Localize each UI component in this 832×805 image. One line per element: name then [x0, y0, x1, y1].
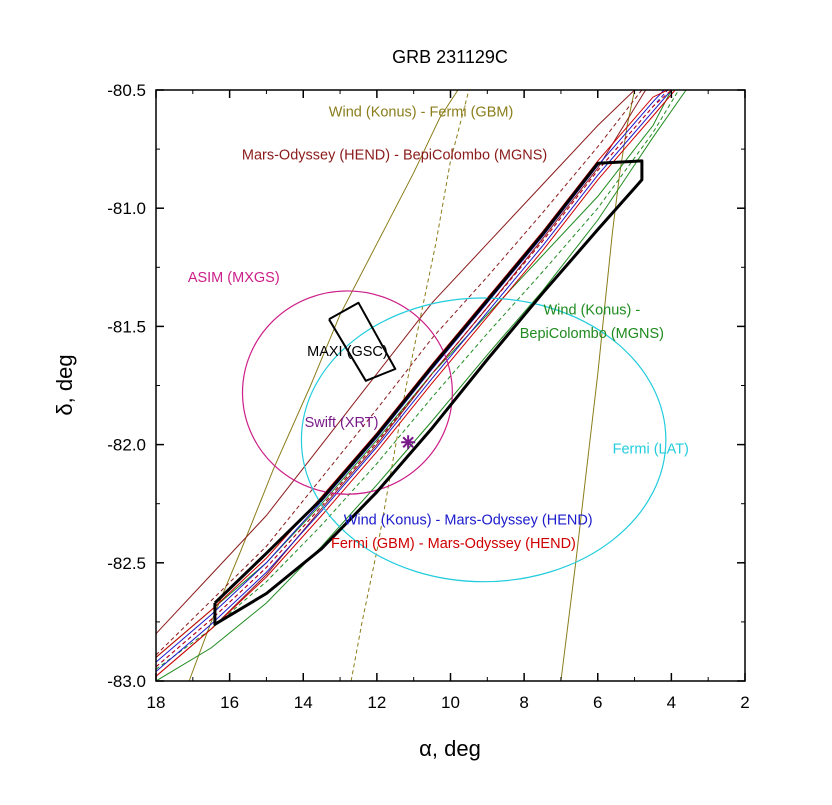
annotation-fermi-lat: Fermi (LAT) [613, 441, 689, 457]
annotation-fermi-gbm-mars-odyssey-hend: Fermi (GBM) - Mars-Odyssey (HEND) [331, 536, 576, 552]
swift-xrt-marker-d2 [402, 436, 414, 448]
annotation-wind-konus: Wind (Konus) - [544, 303, 641, 319]
y-tick-label--81.0: -81.0 [107, 199, 146, 218]
y-tick-label--82.0: -82.0 [107, 436, 146, 455]
annotation-bepicolombo-mgns: BepiColombo (MGNS) [520, 326, 664, 342]
annotation-wind-konus-fermi-gbm: Wind (Konus) - Fermi (GBM) [329, 105, 514, 121]
x-tick-label-12: 12 [367, 693, 386, 712]
wind-konus-fermi-gbm-bound-2 [560, 90, 636, 681]
wind-konus-fermi-gbm-center-line [350, 90, 470, 681]
chart-title: GRB 231129C [392, 47, 508, 67]
annotation-layer: Wind (Konus) - Fermi (GBM) Mars-Odyssey (… [188, 105, 689, 552]
plot-frame [155, 89, 746, 682]
y-axis-title: δ, deg [52, 354, 77, 415]
annotation-asim-mxgs: ASIM (MXGS) [188, 270, 280, 286]
wind-konus-fermi-gbm-bound-1 [188, 90, 459, 681]
fermi-gbm-mars-odyssey-hend-bound-1 [156, 90, 668, 658]
maxi-gsc-outline [328, 301, 397, 382]
mars-odyssey-hend-bepicolombo-mgns-center-line [156, 90, 643, 656]
fermi-gbm-mars-odyssey-hend-bound-2 [156, 90, 676, 677]
annotation-swift-xrt: Swift (XRT) [305, 415, 379, 431]
mars-odyssey-hend-bepicolombo-mgns-bound-1 [156, 90, 635, 635]
annotation-wind-konus-mars-odyssey-hend: Wind (Konus) - Mars-Odyssey (HEND) [344, 512, 593, 528]
y-tick-label--83.0: -83.0 [107, 672, 146, 691]
ticks-layer: 18 16 14 12 10 8 6 4 2 -80.5 -81.0 -81.5 -82.0 -82.5 -… [107, 81, 749, 712]
wind-konus-bepicolombo-mgns-bound-1 [156, 90, 672, 658]
y-tick-label--80.5: -80.5 [107, 81, 146, 100]
asim-mxgs-circle [241, 290, 453, 495]
annotation-mars-odyssey-hend-bepicolombo-mgns: Mars-Odyssey (HEND) - BepiColombo (MGNS) [242, 148, 547, 164]
x-tick-label-16: 16 [220, 693, 239, 712]
x-tick-label-8: 8 [519, 693, 528, 712]
fermi-lat-circle [300, 297, 667, 583]
wind-konus-mars-odyssey-hend-bound-1 [156, 90, 665, 663]
y-tick-label--82.5: -82.5 [107, 554, 146, 573]
x-tick-label-6: 6 [593, 693, 602, 712]
series-layer [156, 90, 687, 681]
wind-konus-mars-odyssey-hend-bound-2 [156, 90, 672, 672]
x-tick-label-18: 18 [147, 693, 166, 712]
x-tick-label-2: 2 [740, 693, 749, 712]
x-axis-title: α, deg [419, 736, 481, 761]
x-tick-label-10: 10 [441, 693, 460, 712]
fermi-gbm-mars-odyssey-hend-center-line [156, 90, 672, 668]
annotation-maxi-gsc: MAXI (GSC) [307, 344, 388, 360]
wind-konus-bepicolombo-mgns-bound-2 [156, 90, 687, 681]
ipn-box-outline [213, 159, 644, 626]
y-tick-label--81.5: -81.5 [107, 317, 146, 336]
x-tick-label-4: 4 [667, 693, 676, 712]
swift-xrt-marker [401, 435, 416, 450]
mars-odyssey-hend-bepicolombo-mgns-bound-2 [156, 90, 647, 677]
x-tick-label-14: 14 [294, 693, 313, 712]
